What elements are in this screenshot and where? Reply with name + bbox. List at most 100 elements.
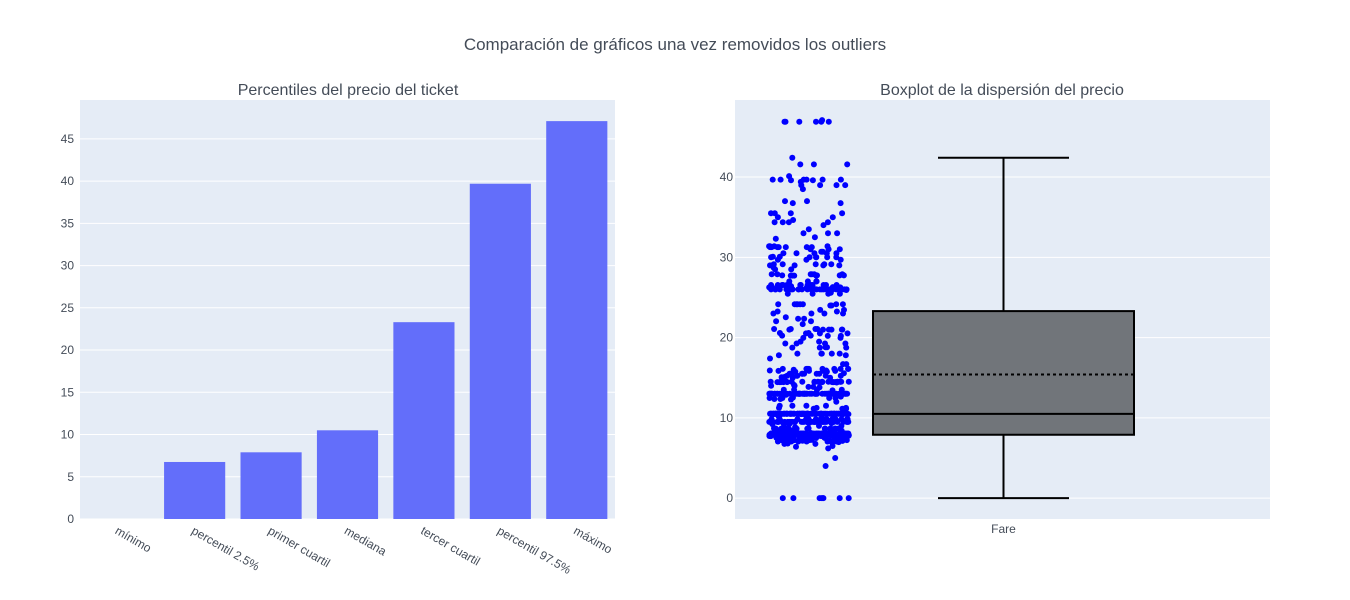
data-point [774, 271, 781, 278]
data-point [799, 321, 806, 328]
data-point [808, 310, 815, 317]
bar-chart-y-tick-label: 30 [61, 259, 75, 273]
data-point [794, 350, 801, 357]
data-point [827, 425, 834, 432]
data-point [819, 378, 826, 385]
data-point [839, 271, 846, 278]
data-point [831, 425, 838, 432]
data-point [825, 118, 832, 125]
data-point [782, 244, 789, 251]
box-chart-y-tick-label: 0 [726, 491, 733, 505]
bar [469, 183, 531, 520]
box-chart-y-tick-label: 10 [720, 411, 734, 425]
bar [546, 121, 608, 519]
data-point [839, 301, 846, 308]
data-point [783, 378, 790, 385]
data-point [809, 282, 816, 288]
data-point [776, 402, 783, 409]
data-point [813, 118, 819, 125]
data-point [786, 278, 793, 285]
data-point [789, 402, 796, 409]
data-point [793, 250, 800, 257]
data-point [785, 425, 792, 432]
data-point [799, 301, 806, 308]
data-point [825, 326, 832, 333]
data-point [817, 306, 824, 313]
data-point [804, 365, 811, 372]
data-point [767, 378, 774, 385]
data-point [833, 182, 840, 189]
data-point [839, 326, 846, 333]
data-point [788, 266, 795, 273]
data-point [771, 396, 778, 402]
data-point [824, 219, 831, 226]
data-point [829, 214, 836, 221]
data-point [841, 306, 847, 313]
data-point [828, 350, 835, 357]
data-point [813, 278, 820, 285]
data-point [786, 418, 793, 425]
bar-chart-y-tick-label: 0 [67, 512, 74, 526]
bar-chart-x-axis: mínimo percentil 2.5% primer cuartil median… [113, 523, 615, 577]
data-point [828, 302, 835, 309]
data-point [822, 425, 829, 432]
bar-chart-y-tick-label: 5 [67, 470, 74, 484]
data-point [814, 378, 821, 385]
data-point [801, 390, 808, 397]
data-point [842, 352, 849, 359]
data-point [816, 338, 823, 345]
data-point [804, 410, 811, 417]
data-point [837, 176, 844, 183]
data-point [816, 384, 823, 391]
bar-chart: Percentiles del precio del ticket 0 5 10 15… [61, 82, 615, 577]
data-point [811, 234, 818, 241]
data-point [831, 410, 838, 417]
data-point [840, 361, 846, 368]
data-point [776, 379, 783, 386]
data-point [810, 161, 817, 168]
data-point [818, 350, 825, 357]
data-point [819, 416, 826, 423]
data-point [839, 210, 846, 217]
data-point [769, 176, 776, 183]
data-point [766, 367, 773, 374]
data-point [780, 282, 786, 288]
data-point [837, 378, 844, 385]
data-point [786, 370, 793, 377]
data-point [808, 430, 814, 436]
data-point [819, 495, 826, 502]
data-point [790, 366, 797, 373]
data-point [786, 173, 793, 180]
data-point [836, 246, 843, 253]
data-point [777, 176, 784, 183]
data-point [813, 370, 820, 377]
data-point [833, 308, 840, 315]
data-point [797, 282, 804, 288]
data-point [789, 154, 796, 161]
data-point [838, 416, 845, 423]
data-point [820, 282, 827, 288]
data-point [804, 198, 810, 205]
data-point [768, 416, 775, 423]
data-point [794, 416, 801, 423]
data-point [821, 261, 828, 268]
data-point [792, 424, 799, 431]
data-point [805, 383, 812, 390]
data-point [825, 230, 831, 237]
box-chart-y-tick-label: 40 [720, 170, 734, 184]
data-point [770, 261, 777, 268]
data-point [821, 310, 828, 317]
data-point [803, 402, 810, 409]
data-point [824, 243, 831, 250]
data-point [787, 210, 794, 217]
data-point [780, 386, 787, 393]
data-point [817, 410, 824, 417]
data-point [832, 455, 839, 461]
data-point [844, 161, 851, 168]
data-point [811, 250, 818, 257]
bar-chart-x-tick-label: percentil 97.5% [495, 523, 574, 577]
data-point [844, 330, 851, 337]
data-point [836, 495, 843, 502]
bar-chart-y-tick-label: 25 [61, 301, 75, 315]
data-point [768, 410, 775, 417]
